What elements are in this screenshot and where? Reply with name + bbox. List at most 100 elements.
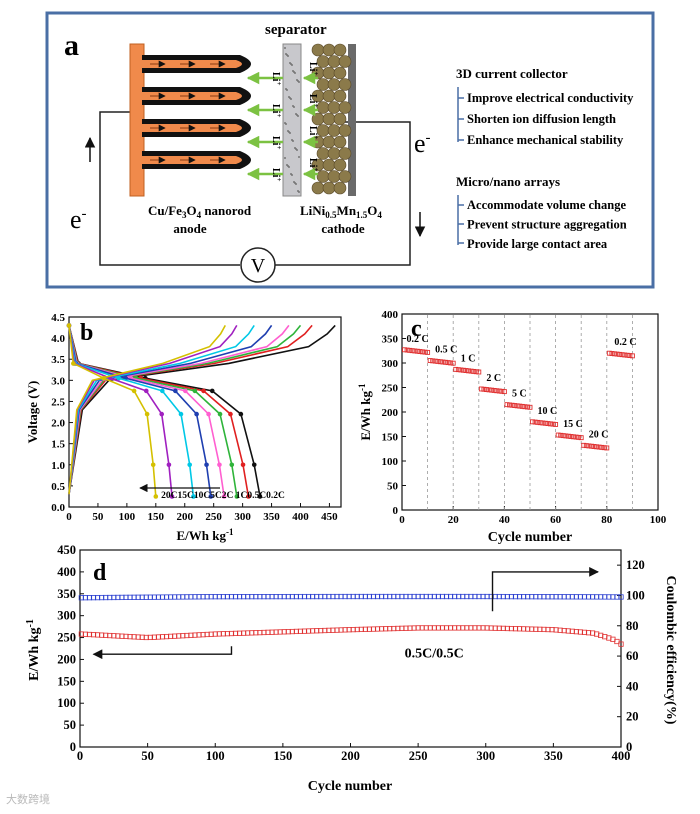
separator-speck	[288, 96, 290, 98]
b-ytick-label: 2.5	[51, 396, 65, 408]
separator-speck	[292, 70, 294, 72]
c-ytick-label: 250	[382, 383, 399, 395]
panel-c-point	[571, 434, 576, 440]
panel-a-schematic: a separator V e- e- Li+Li+Li+Li+Li+Li+Li…	[45, 11, 655, 289]
b-ytick-label: 4.5	[51, 312, 65, 324]
panel-c-point	[499, 388, 505, 394]
panel-c-point	[553, 421, 559, 427]
cathode-particle	[333, 89, 347, 103]
discharge-point-20C	[144, 411, 150, 417]
panel-c-point	[542, 420, 548, 426]
panel-d-left-axis-arrow	[92, 646, 233, 660]
panel-c-point	[555, 432, 561, 438]
cathode-current-collector	[348, 44, 356, 196]
panel-b-rate-annotation: 20C15C10C5C2C 1C0.5C0.2C	[161, 491, 285, 501]
panel-d-right-axis-arrow	[491, 566, 599, 612]
panel-c-point	[524, 404, 530, 410]
c-xtick-label: 60	[550, 514, 562, 526]
watermark: 大数跨境	[6, 793, 50, 806]
cathode-particle	[327, 55, 341, 68]
panel-c-point	[430, 358, 436, 364]
panel-c-point	[596, 444, 602, 450]
b-xtick-label: 250	[205, 511, 222, 523]
discharge-point-0.2C	[238, 411, 244, 417]
separator-speck	[287, 130, 289, 132]
panel-c-point	[496, 388, 502, 394]
discharge-point-0.2C	[209, 388, 215, 394]
b-ytick-label: 0.5	[51, 481, 65, 493]
cathode-particle	[322, 43, 336, 57]
discharge-point-5C	[208, 494, 214, 499]
c-ytick-label: 400	[382, 309, 399, 321]
discharge-curve-15C	[68, 325, 173, 497]
panel-c-point	[627, 353, 633, 359]
panel-c-point	[540, 420, 546, 426]
panel-c-point	[619, 352, 625, 358]
panel-c-point	[473, 369, 479, 375]
panel-c-point	[629, 353, 635, 359]
b-ytick-label: 3.0	[51, 375, 65, 387]
current-collector-item: Shorten ion diffusion length	[467, 112, 616, 126]
b-ytick-label: 1.5	[51, 439, 65, 451]
discharge-point-0.2C	[257, 494, 263, 499]
separator-speck	[290, 173, 292, 175]
discharge-point-20C	[66, 323, 72, 328]
panel-c-point	[617, 351, 623, 357]
panel-c-point	[458, 367, 464, 373]
cathode-particle	[311, 181, 325, 195]
panel-c-point	[507, 402, 512, 408]
panel-c-point	[402, 347, 408, 353]
d-ytick-label: 100	[57, 696, 76, 710]
panel-c-point	[463, 368, 469, 373]
d-xtick-label: 150	[274, 749, 293, 763]
panel-d-xlabel: Cycle number	[308, 779, 392, 794]
panel-d-ylabel: E/Wh kg-1	[25, 619, 42, 681]
panel-c-point	[448, 360, 454, 366]
electron-label-left: e-	[70, 205, 87, 234]
cathode-particle	[327, 78, 341, 91]
separator-speck	[286, 164, 288, 166]
panel-c-point	[532, 419, 538, 425]
discharge-point-0.5C	[201, 388, 206, 394]
cathode-particle	[338, 55, 352, 68]
panel-c-point	[440, 359, 446, 365]
separator-speck	[297, 190, 299, 192]
cathode-label-line2: cathode	[321, 221, 365, 236]
discharge-curve-10C	[68, 325, 195, 497]
cathode-particle	[333, 135, 347, 149]
discharge-point-1C	[229, 462, 235, 468]
discharge-point-10C	[187, 462, 192, 468]
cathode-particle	[338, 101, 352, 114]
d-xtick-label: 400	[612, 749, 631, 763]
discharge-point-15C	[169, 494, 175, 499]
li-ion-arrows: Li+Li+Li+Li+Li+Li+Li+Li+	[246, 62, 320, 181]
panel-d-rate-annotation: 0.5C/0.5C	[405, 646, 464, 661]
d-y2tick-label: 80	[626, 619, 639, 633]
cathode-particle	[327, 170, 341, 183]
panel-c-point	[606, 350, 612, 356]
panel-c-point	[560, 433, 566, 439]
cathode-particle	[311, 43, 325, 57]
charge-curve-20C	[68, 325, 227, 495]
energy-point	[614, 638, 620, 645]
cathode-particle	[338, 170, 352, 183]
discharge-point-0.2C	[251, 462, 257, 468]
discharge-point-1C	[234, 494, 240, 499]
panel-c-point	[614, 351, 620, 357]
panel-c-point	[443, 359, 448, 365]
panel-c-point	[420, 349, 425, 355]
panel-c-point	[535, 419, 541, 425]
discharge-point-2C	[221, 494, 227, 499]
panel-c-point	[512, 403, 518, 408]
panel-c-point	[484, 387, 489, 393]
panel-c-rate-label: 0.2 C	[407, 334, 429, 345]
arrays-item: Accommodate volume change	[467, 198, 626, 212]
discharge-point-0.5C	[240, 462, 246, 468]
energy-point	[618, 641, 624, 647]
c-ytick-label: 100	[382, 456, 399, 468]
c-xtick-label: 40	[499, 514, 511, 526]
d-xtick-label: 350	[544, 749, 563, 763]
panel-c-point	[527, 404, 533, 410]
panel-c-point	[563, 433, 569, 439]
